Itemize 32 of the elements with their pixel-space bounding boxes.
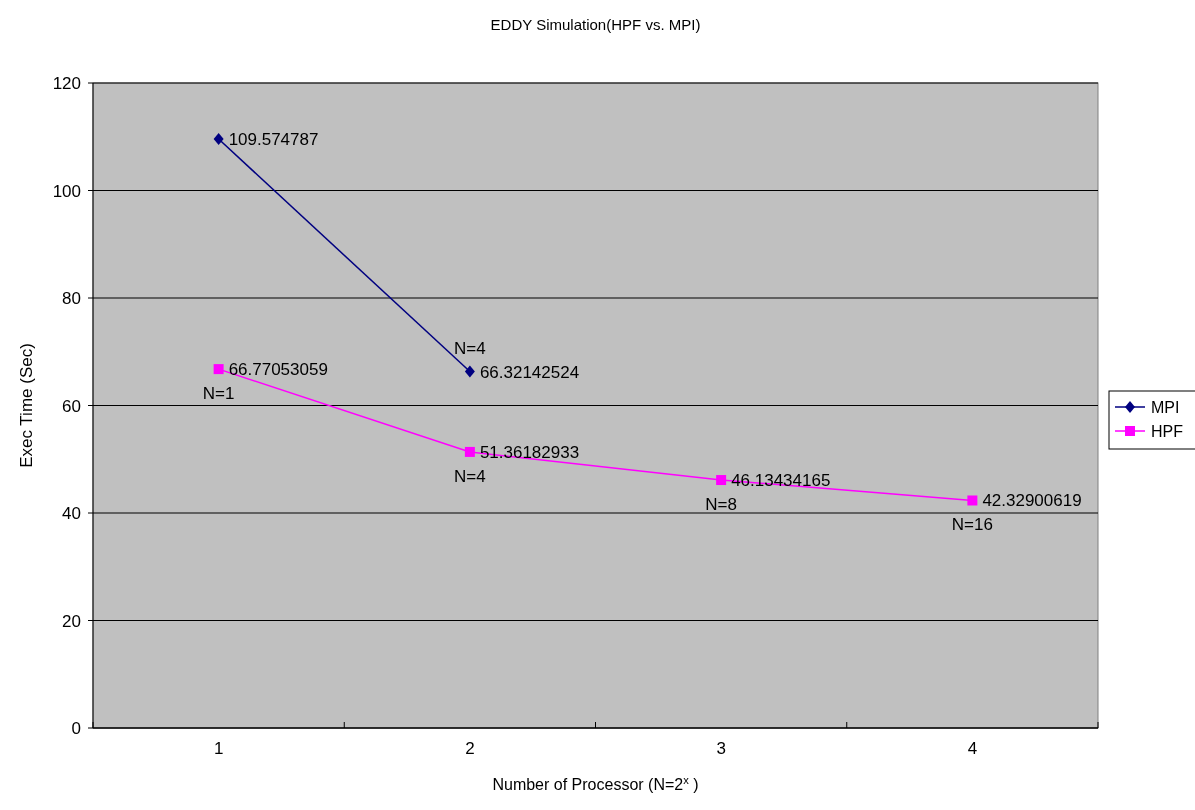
point bbox=[716, 475, 727, 486]
y-tick-label: 20 bbox=[62, 611, 81, 631]
y-tick-label: 120 bbox=[52, 74, 81, 93]
data-label: 66.32142524 bbox=[479, 362, 580, 382]
y-tick-label: 80 bbox=[62, 289, 81, 308]
annotation: N=4 bbox=[454, 338, 486, 358]
y-axis-title: Exec Time (Sec) bbox=[17, 343, 36, 468]
y-tick-label: 0 bbox=[71, 719, 81, 738]
y-tick-label: 100 bbox=[52, 181, 81, 201]
point bbox=[213, 133, 224, 146]
point bbox=[464, 365, 475, 378]
x-tick-label: 1 bbox=[213, 739, 224, 758]
data-label: 109.574787 bbox=[228, 130, 319, 150]
legend-label: MPI bbox=[1151, 399, 1180, 416]
x-tick-label: 4 bbox=[967, 739, 978, 758]
x-tick-label: 3 bbox=[716, 739, 726, 758]
point bbox=[967, 495, 978, 506]
x-tick-label: 2 bbox=[465, 739, 475, 758]
annotation: N=16 bbox=[951, 515, 993, 535]
y-tick-label: 60 bbox=[62, 396, 81, 416]
x-axis-title: Number of Processor (N=2$^{x}$ ) bbox=[492, 774, 699, 793]
annotation: N=8 bbox=[705, 495, 737, 515]
legend-label: HPF bbox=[1151, 423, 1184, 440]
annotation: N=4 bbox=[454, 466, 486, 486]
data-label: 42.32900619 bbox=[982, 491, 1082, 511]
y-tick-label: 40 bbox=[62, 504, 81, 523]
data-label: 66.77053059 bbox=[228, 360, 328, 380]
point bbox=[213, 364, 224, 375]
data-label: 51.36182933 bbox=[479, 442, 580, 462]
annotation: N=1 bbox=[202, 384, 235, 404]
point bbox=[464, 446, 475, 457]
chart-title: EDDY Simulation(HPF vs. MPI) bbox=[490, 16, 701, 33]
